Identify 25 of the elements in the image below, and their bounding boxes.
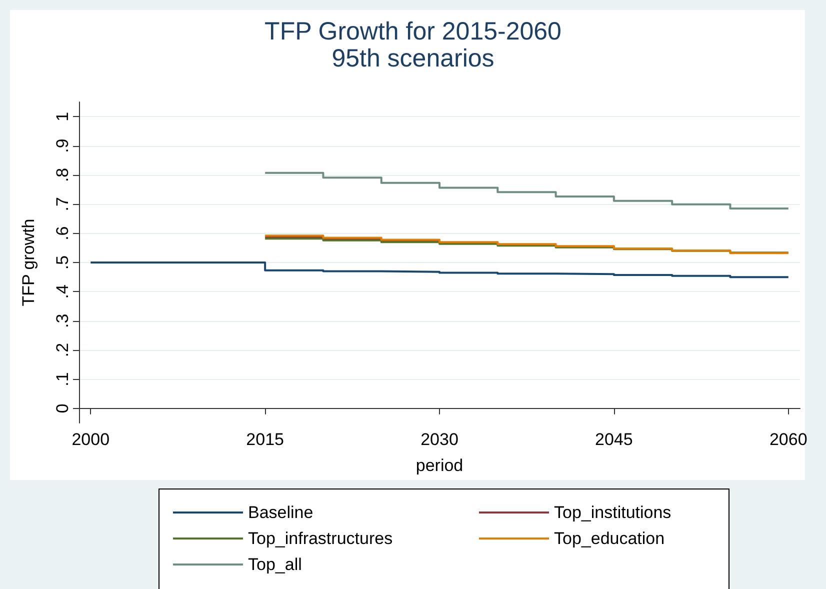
y-tick-label: .5 <box>53 255 72 270</box>
y-tick-label: .6 <box>53 226 72 240</box>
chart-subtitle: 95th scenarios <box>332 44 494 72</box>
x-axis-title: period <box>416 456 464 475</box>
y-tick-label: .9 <box>53 138 72 153</box>
legend-label: Top_all <box>248 555 302 574</box>
y-tick-label: .8 <box>53 168 72 182</box>
y-tick-label: .3 <box>53 314 72 328</box>
y-axis-title: TFP growth <box>19 218 38 306</box>
x-tick-label: 2060 <box>769 430 808 449</box>
y-tick-label: .7 <box>53 197 72 212</box>
legend-label: Top_education <box>554 529 665 548</box>
y-tick-label: 0 <box>53 404 72 414</box>
x-tick-label: 2030 <box>420 430 458 449</box>
x-tick-label: 2045 <box>595 430 633 449</box>
legend-label: Top_infrastructures <box>248 529 393 548</box>
chart-title: TFP Growth for 2015-2060 <box>264 18 562 46</box>
y-tick-label: .1 <box>53 372 72 386</box>
y-tick-label: 1 <box>53 112 72 122</box>
x-tick-label: 2015 <box>246 430 284 449</box>
y-tick-label: .2 <box>53 342 72 358</box>
legend-label: Baseline <box>248 503 314 522</box>
y-tick-label: .4 <box>53 284 72 299</box>
x-tick-label: 2000 <box>72 430 110 449</box>
legend-label: Top_institutions <box>554 503 672 522</box>
